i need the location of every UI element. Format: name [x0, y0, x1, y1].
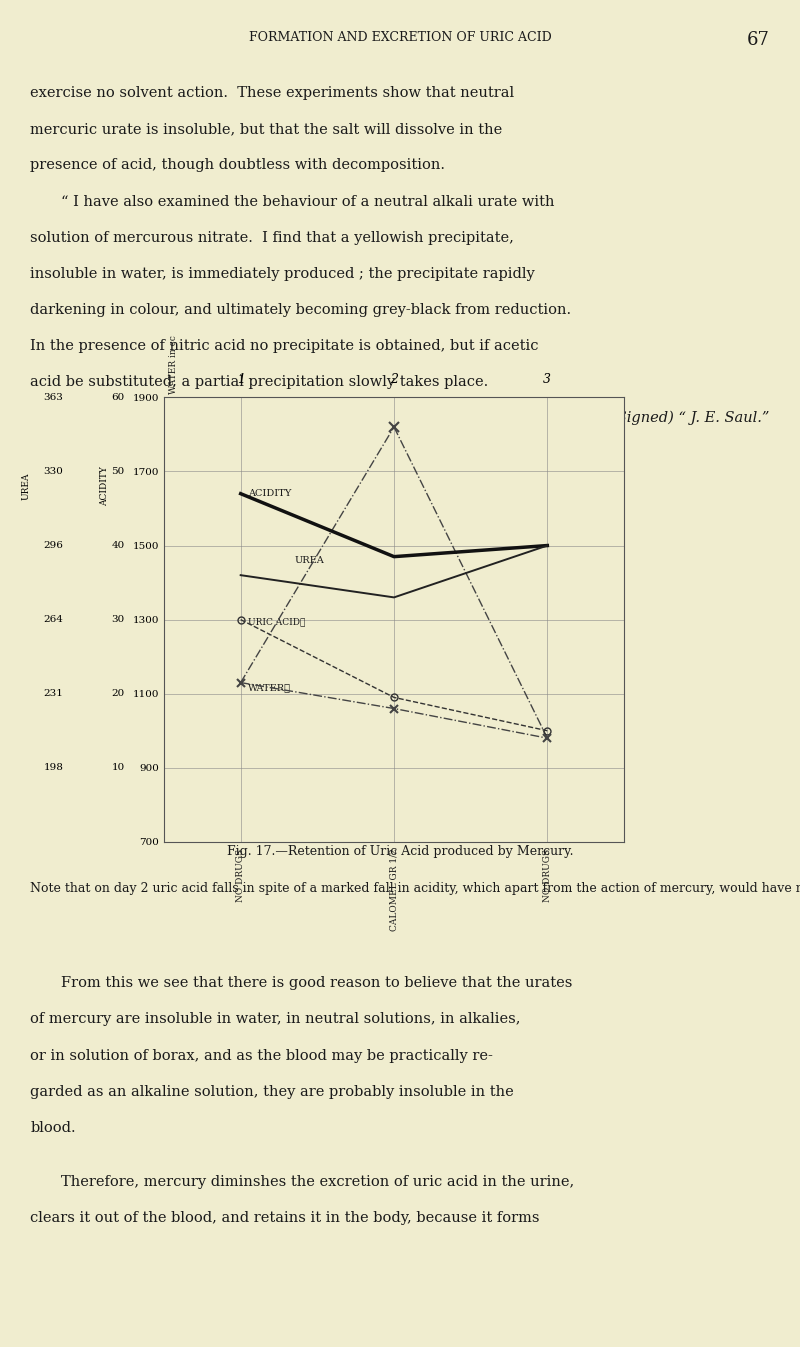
Text: UREA: UREA [22, 473, 30, 500]
Text: CALOMEL GR 1/2: CALOMEL GR 1/2 [390, 849, 398, 931]
Text: 60: 60 [111, 393, 125, 401]
Text: Therefore, mercury diminshes the excretion of uric acid in the urine,: Therefore, mercury diminshes the excreti… [61, 1175, 574, 1189]
Text: 50: 50 [111, 467, 125, 475]
Text: solution of mercurous nitrate.  I find that a yellowish precipitate,: solution of mercurous nitrate. I find th… [30, 230, 514, 245]
Text: 296: 296 [44, 541, 63, 550]
Text: blood.: blood. [30, 1121, 76, 1134]
Text: darkening in colour, and ultimately becoming grey-black from reduction.: darkening in colour, and ultimately beco… [30, 303, 571, 317]
Text: presence of acid, though doubtless with decomposition.: presence of acid, though doubtless with … [30, 159, 446, 172]
Text: 10: 10 [111, 764, 125, 772]
Text: Note that on day 2 uric acid falls in spite of a marked fall in acidity, which a: Note that on day 2 uric acid falls in sp… [30, 882, 800, 896]
Text: acid be substituted, a partial precipitation slowly takes place.: acid be substituted, a partial precipita… [30, 374, 489, 389]
Text: ACIDITY: ACIDITY [248, 489, 292, 498]
Text: 264: 264 [44, 616, 63, 624]
Text: 330: 330 [44, 467, 63, 475]
Text: of mercury are insoluble in water, in neutral solutions, in alkalies,: of mercury are insoluble in water, in ne… [30, 1013, 521, 1026]
Text: In the presence of nitric acid no precipitate is obtained, but if acetic: In the presence of nitric acid no precip… [30, 339, 539, 353]
Text: URIC ACID☉: URIC ACID☉ [248, 617, 306, 626]
Text: 2: 2 [390, 373, 398, 387]
Text: 1: 1 [237, 373, 245, 387]
Text: insoluble in water, is immediately produced ; the precipitate rapidly: insoluble in water, is immediately produ… [30, 267, 535, 280]
Text: or in solution of borax, and as the blood may be practically re-: or in solution of borax, and as the bloo… [30, 1048, 494, 1063]
Text: WATER in cc: WATER in cc [169, 335, 178, 393]
Text: 363: 363 [44, 393, 63, 401]
Text: clears it out of the blood, and retains it in the body, because it forms: clears it out of the blood, and retains … [30, 1211, 540, 1224]
Text: From this we see that there is good reason to believe that the urates: From this we see that there is good reas… [61, 977, 572, 990]
Text: “ I have also examined the behaviour of a neutral alkali urate with: “ I have also examined the behaviour of … [61, 194, 554, 209]
Text: 231: 231 [44, 690, 63, 698]
Text: 40: 40 [111, 541, 125, 550]
Text: FORMATION AND EXCRETION OF URIC ACID: FORMATION AND EXCRETION OF URIC ACID [249, 31, 551, 44]
Text: NO DRUGS: NO DRUGS [236, 849, 245, 901]
Text: exercise no solvent action.  These experiments show that neutral: exercise no solvent action. These experi… [30, 86, 514, 100]
Text: Fig. 17.—Retention of Uric Acid produced by Mercury.: Fig. 17.—Retention of Uric Acid produced… [226, 845, 574, 858]
Text: (Signed) “ J. E. Saul.”: (Signed) “ J. E. Saul.” [611, 411, 770, 426]
Text: garded as an alkaline solution, they are probably insoluble in the: garded as an alkaline solution, they are… [30, 1084, 514, 1099]
Text: 20: 20 [111, 690, 125, 698]
Text: 198: 198 [44, 764, 63, 772]
Text: NO DRUGS: NO DRUGS [543, 849, 552, 901]
Text: 30: 30 [111, 616, 125, 624]
Text: 67: 67 [746, 31, 770, 48]
Text: 3: 3 [543, 373, 551, 387]
Text: WATER✗: WATER✗ [248, 684, 291, 692]
Text: mercuric urate is insoluble, but that the salt will dissolve in the: mercuric urate is insoluble, but that th… [30, 123, 502, 136]
Text: UREA: UREA [294, 556, 324, 564]
Text: ACIDITY: ACIDITY [100, 466, 109, 506]
